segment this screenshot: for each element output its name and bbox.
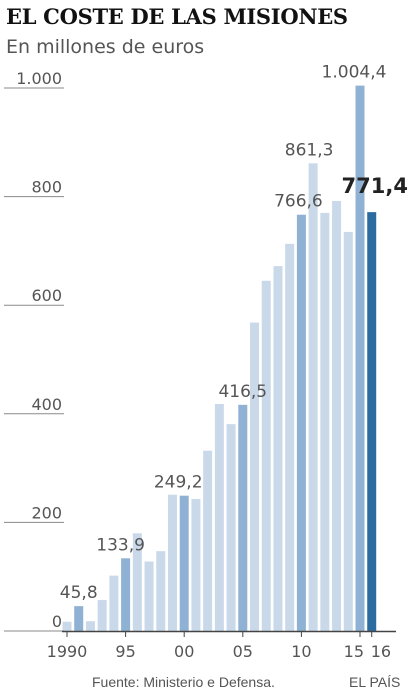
bar-2009 <box>285 243 295 631</box>
bar-2004 <box>226 424 236 631</box>
data-label-2005: 416,5 <box>218 382 267 402</box>
chart-title: EL COSTE DE LAS MISIONES <box>6 4 348 29</box>
bar-1999 <box>167 494 177 631</box>
y-tick-label: 800 <box>31 178 62 197</box>
x-tick-label: 1990 <box>47 642 88 661</box>
x-tick-label: 95 <box>115 642 135 661</box>
bar-2008 <box>273 266 283 631</box>
y-tick-label: 0 <box>52 612 62 631</box>
bar-1991 <box>74 606 84 631</box>
bar-1990 <box>62 621 72 631</box>
y-axis: 0 200 400 600 800 1.000 <box>4 69 64 632</box>
x-tick-label: 05 <box>233 642 253 661</box>
data-labels-group: 45,8 133,9 249,2 416,5 766,6 861,3 1.004,4 771,… <box>60 63 408 604</box>
x-tick-label: 10 <box>291 642 311 661</box>
data-label-1995: 133,9 <box>96 535 145 555</box>
bar-2011 <box>308 163 318 632</box>
bar-1992 <box>85 621 95 631</box>
bar-1998 <box>156 551 166 631</box>
source-note: Fuente: Ministerio e Defensa. <box>92 674 275 690</box>
x-axis: 1990 95 00 05 10 15 16 <box>47 630 396 661</box>
bar-1993 <box>97 600 107 631</box>
bar-1994 <box>109 575 119 631</box>
brand-credit: EL PAÍS <box>349 674 401 690</box>
bar-2016 <box>367 212 377 631</box>
data-label-2010: 766,6 <box>274 192 323 212</box>
bars-group <box>62 85 377 632</box>
data-label-2016: 771,4 <box>342 174 408 198</box>
bar-2000 <box>179 495 189 631</box>
bar-2002 <box>203 450 213 631</box>
bar-2014 <box>343 231 353 631</box>
bar-2015 <box>355 85 365 632</box>
x-tick-label: 00 <box>174 642 194 661</box>
y-tick-label: 600 <box>31 286 62 305</box>
y-tick-label: 1.000 <box>16 69 62 88</box>
bar-2010 <box>296 214 306 631</box>
data-label-2011: 861,3 <box>285 140 334 160</box>
y-tick-label: 400 <box>31 395 62 414</box>
bar-2007 <box>261 280 271 631</box>
x-tick-label: 16 <box>371 642 391 661</box>
bar-2001 <box>191 499 201 631</box>
bar-1996 <box>132 533 142 631</box>
data-label-2015: 1.004,4 <box>322 63 387 83</box>
chart-subtitle: En millones de euros <box>6 36 205 58</box>
bar-2006 <box>250 322 260 631</box>
bar-2005 <box>238 404 248 631</box>
bar-2013 <box>332 200 342 631</box>
y-tick-label: 200 <box>31 503 62 522</box>
bar-2003 <box>214 404 224 631</box>
bar-1997 <box>144 561 154 631</box>
bar-2012 <box>320 212 330 631</box>
x-tick-label: 15 <box>344 642 364 661</box>
data-label-2000: 249,2 <box>154 473 203 493</box>
data-label-1991: 45,8 <box>60 583 98 603</box>
bar-1995 <box>121 558 131 631</box>
